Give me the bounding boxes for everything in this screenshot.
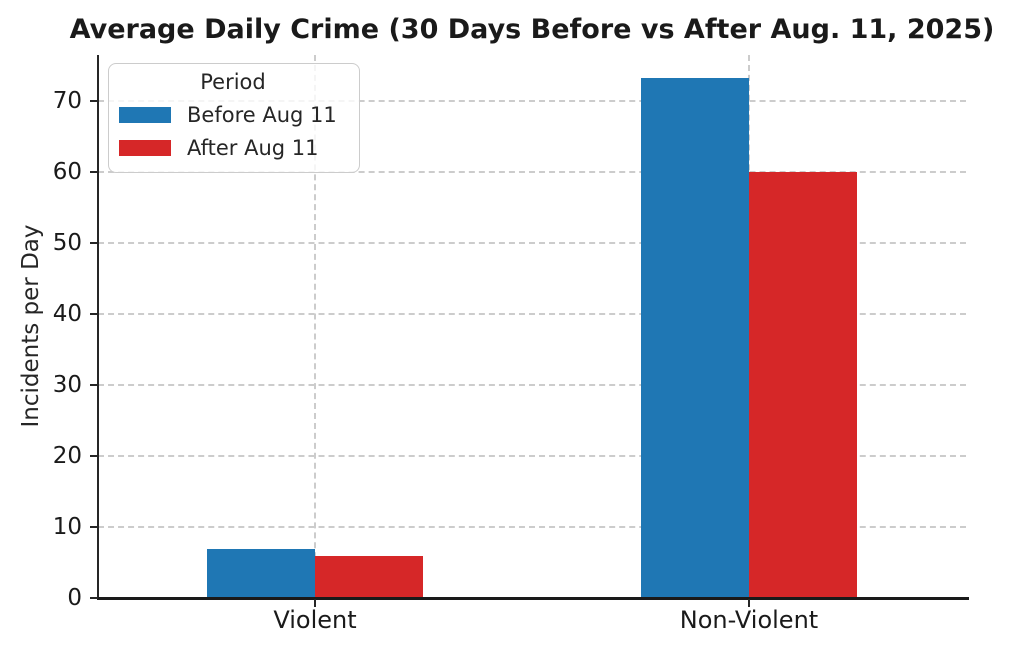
legend-entry-before-aug-11: Before Aug 11 [119,103,347,127]
gridline-y-50 [98,242,966,245]
bar-non-violent-before-aug-11 [641,77,749,598]
legend-entries: Before Aug 11 After Aug 11 [119,103,347,160]
bar-violent-before-aug-11 [207,549,315,598]
y-tick-label-30: 30 [52,372,82,399]
y-tick-label-0: 0 [67,585,82,611]
y-tick-label-40: 40 [52,301,82,328]
y-tick-mark-10 [90,526,98,529]
legend-label-after-aug-11: After Aug 11 [187,136,319,160]
gridline-y-10 [98,526,966,529]
y-tick-mark-70 [90,100,98,103]
gridline-y-30 [98,384,966,387]
x-axis-spine [97,597,969,600]
y-axis-spine [97,55,99,598]
y-tick-label-50: 50 [52,230,82,257]
legend-swatch-before-aug-11 [119,107,171,123]
gridline-y-40 [98,313,966,316]
y-tick-mark-30 [90,384,98,387]
x-tick-mark-non-violent [748,599,750,607]
legend-entry-after-aug-11: After Aug 11 [119,136,347,160]
chart-title: Average Daily Crime (30 Days Before vs A… [69,14,995,45]
legend-title: Period [200,70,266,94]
y-tick-mark-0 [90,597,98,599]
legend-label-before-aug-11: Before Aug 11 [187,103,337,127]
y-tick-label-70: 70 [52,88,82,115]
bar-non-violent-after-aug-11 [749,172,857,598]
y-tick-mark-60 [90,171,98,174]
plot-area: 0 10 20 30 40 50 60 70 Violent Non-Violent Perio… [53,55,969,634]
y-tick-mark-20 [90,455,98,458]
legend: Period Before Aug 11 After Aug 11 [108,63,360,173]
y-tick-label-10: 10 [52,514,82,541]
y-tick-mark-50 [90,242,98,245]
gridline-y-70 [98,100,966,103]
legend-swatch-after-aug-11 [119,140,171,156]
bar-violent-after-aug-11 [315,556,423,598]
x-tick-mark-violent [314,599,316,607]
y-tick-mark-40 [90,313,98,316]
gridline-y-60 [98,171,966,174]
y-tick-label-20: 20 [52,443,82,470]
y-tick-label-60: 60 [52,159,82,186]
x-tick-label-non-violent: Non-Violent [679,606,819,634]
x-tick-label-violent: Violent [273,606,357,634]
gridline-x-violent [314,55,316,598]
gridline-y-20 [98,455,966,458]
